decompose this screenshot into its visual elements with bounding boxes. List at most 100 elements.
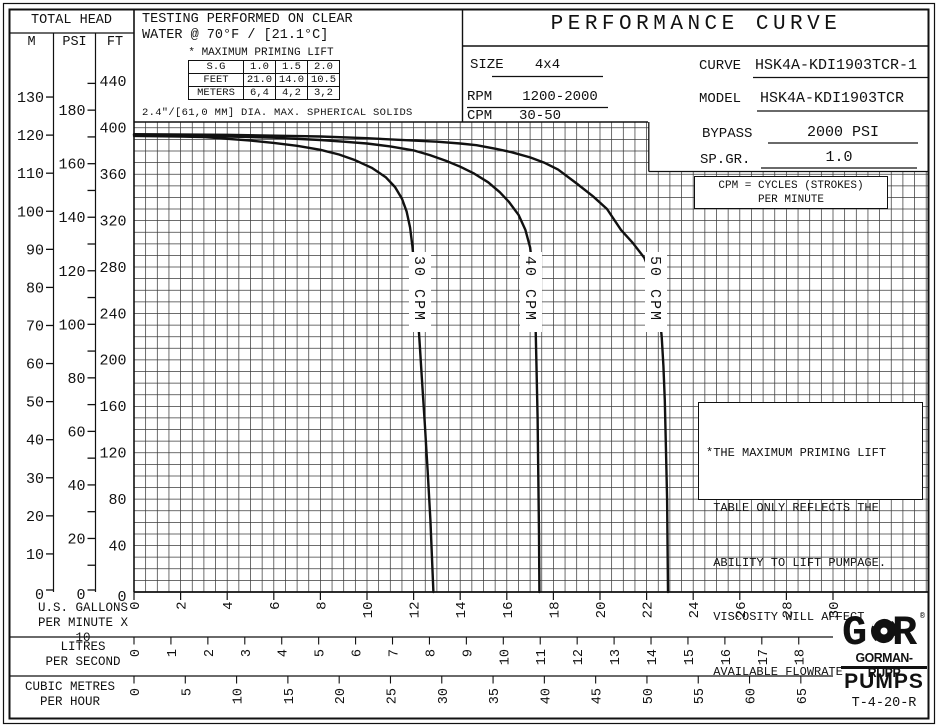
svg-text:12: 12 [572,649,587,665]
logo-block: G R ® GORMAN-RUPP PUMPS T-4-20-R [840,594,930,718]
row-label: S.G [188,60,244,74]
svg-text:20: 20 [594,602,610,619]
svg-text:7: 7 [388,649,403,657]
total-head-title: TOTAL HEAD [30,13,112,28]
size-label: SIZE [470,57,504,73]
svg-text:26: 26 [734,602,750,619]
cpm-value: 30-50 [518,108,561,124]
gpm-caption-line2: PER MINUTE X 10 [37,616,128,645]
solids-note: 2.4"/[61,0 MM] DIA. MAX. SPHERICAL SOLID… [142,107,413,119]
svg-text:®: ® [920,612,925,621]
gorman-rupp-logo-icon: G R ® [842,609,925,650]
footnote-line: *THE MAXIMUM PRIMING LIFT [706,446,887,461]
column-header-ft: FT [106,35,124,50]
logo-divider [841,666,927,669]
gpm-caption-line1: U.S. GALLONS [37,601,128,615]
svg-text:55: 55 [693,688,708,704]
cubic-axis-caption: CUBIC METRES PER HOUR [14,680,126,710]
svg-text:60: 60 [26,357,44,374]
table-row: FEET 21.0 14.0 10.5 [188,73,340,87]
svg-text:16: 16 [501,602,517,619]
svg-text:80: 80 [67,371,85,388]
cpm-definition-box: CPM = CYCLES (STROKES) PER MINUTE [694,176,888,209]
svg-text:400: 400 [99,121,126,138]
svg-text:10: 10 [498,649,513,665]
svg-text:120: 120 [58,264,85,281]
svg-text:80: 80 [108,492,126,509]
svg-text:10: 10 [26,547,44,564]
svg-text:160: 160 [58,157,85,174]
svg-text:14: 14 [646,649,661,665]
svg-text:18: 18 [794,649,809,665]
svg-text:40: 40 [26,433,44,450]
rpm-value: 1200-2000 [522,89,598,105]
gpm-axis-caption: U.S. GALLONS PER MINUTE X 10 [28,601,138,646]
curve-label: CURVE [699,58,742,74]
svg-text:20: 20 [26,509,44,526]
svg-text:60: 60 [67,424,85,441]
svg-text:0: 0 [117,589,126,606]
svg-text:30: 30 [827,602,843,619]
svg-text:100: 100 [17,204,44,221]
svg-text:20: 20 [67,531,85,548]
svg-text:9: 9 [461,649,476,657]
column-header-m: M [27,35,36,50]
cell: 1.0 [243,60,276,74]
svg-text:360: 360 [99,167,126,184]
bypass-value: 2000 PSI [806,124,879,141]
svg-text:180: 180 [58,103,85,120]
svg-text:40: 40 [67,478,85,495]
svg-text:30: 30 [437,688,452,704]
spgr-label: SP.GR. [700,152,751,168]
cpm-definition-line1: CPM = CYCLES (STROKES) [718,180,864,192]
svg-text:11: 11 [535,649,550,665]
svg-text:65: 65 [796,688,811,704]
svg-text:10: 10 [232,688,247,704]
cubic-caption-line1: CUBIC METRES [24,680,115,694]
litres-axis-caption: LITRES PER SECOND [28,640,138,670]
cell: 2.0 [307,60,340,74]
svg-text:10: 10 [361,602,377,619]
svg-text:12: 12 [408,602,424,619]
svg-text:40: 40 [539,688,554,704]
svg-text:8: 8 [314,602,330,610]
svg-text:200: 200 [99,353,126,370]
svg-text:440: 440 [99,74,126,91]
doc-number: T-4-20-R [851,696,917,711]
testing-note-line1: TESTING PERFORMED ON CLEAR [142,12,353,27]
svg-text:24: 24 [687,602,703,619]
cell: 10.5 [307,73,340,87]
cell: 4,2 [275,86,308,100]
cubic-caption-line2: PER HOUR [39,695,100,709]
svg-text:110: 110 [17,166,44,183]
svg-text:240: 240 [99,306,126,323]
svg-text:15: 15 [283,688,298,704]
spgr-value: 1.0 [825,149,853,166]
svg-text:280: 280 [99,260,126,277]
cell: 3,2 [307,86,340,100]
curve-value: HSK4A-KDI1903TCR-1 [755,57,918,74]
svg-text:28: 28 [780,602,796,619]
svg-text:4: 4 [221,602,237,610]
svg-text:1: 1 [166,649,181,657]
footnote-line: AVAILABLE FLOWRATE. [706,664,851,679]
cpm-definition-line2: PER MINUTE [757,193,824,206]
cell: 6,4 [243,86,276,100]
table-row: S.G 1.0 1.5 2.0 [188,60,340,74]
footnote-line: ABILITY TO LIFT PUMPAGE. [706,555,887,570]
row-label: FEET [188,73,244,87]
svg-text:0: 0 [76,587,85,604]
svg-text:0: 0 [129,649,144,657]
priming-lift-title: * MAXIMUM PRIMING LIFT [188,47,334,59]
svg-text:50: 50 [26,395,44,412]
svg-text:8: 8 [424,649,439,657]
svg-text:G: G [842,609,867,650]
svg-text:120: 120 [17,128,44,145]
svg-text:20: 20 [334,688,349,704]
svg-text:2: 2 [203,649,218,657]
svg-text:14: 14 [454,602,470,619]
svg-text:4: 4 [277,649,292,657]
svg-text:13: 13 [609,649,624,665]
svg-text:3: 3 [240,649,255,657]
svg-text:16: 16 [720,649,735,665]
